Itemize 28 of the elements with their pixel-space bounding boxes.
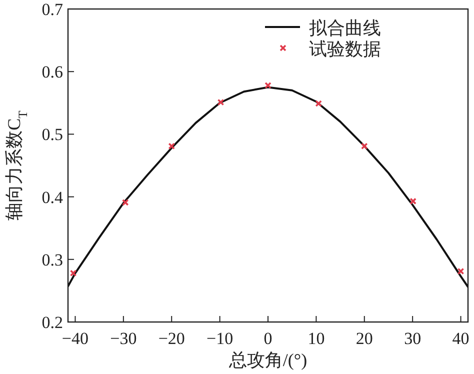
x-tick-label: −40 [62,329,89,348]
x-tick-label: −30 [110,329,137,348]
point [264,82,272,89]
y-tick-label: 0.3 [42,250,63,270]
legend-label: 试验数据 [309,39,381,59]
y-tick-label: 0.2 [42,313,63,332]
x-tick-label: 20 [356,329,373,348]
x-axis-title: 总攻角/(°) [228,350,308,370]
x-tick-label: 10 [308,329,325,348]
point [122,199,129,206]
point [410,198,416,205]
point [217,98,224,106]
x-tick-label: −20 [158,329,185,348]
y-tick-label: 0.4 [42,188,64,207]
legend-label: 拟合曲线 [309,18,381,38]
y-tick-label: 0.6 [42,62,63,82]
y-tick-label: 0.5 [42,125,63,144]
point [457,268,464,275]
point [360,142,368,150]
x-tick-label: −10 [206,329,234,348]
x-tick-label: 40 [452,329,470,348]
y-tick-label: 0.7 [42,0,64,19]
line-series [68,86,468,288]
point [168,142,176,150]
point [70,270,77,277]
x-tick-label: 0 [264,329,272,348]
x-tick-label: 30 [404,329,422,348]
point [315,100,322,107]
